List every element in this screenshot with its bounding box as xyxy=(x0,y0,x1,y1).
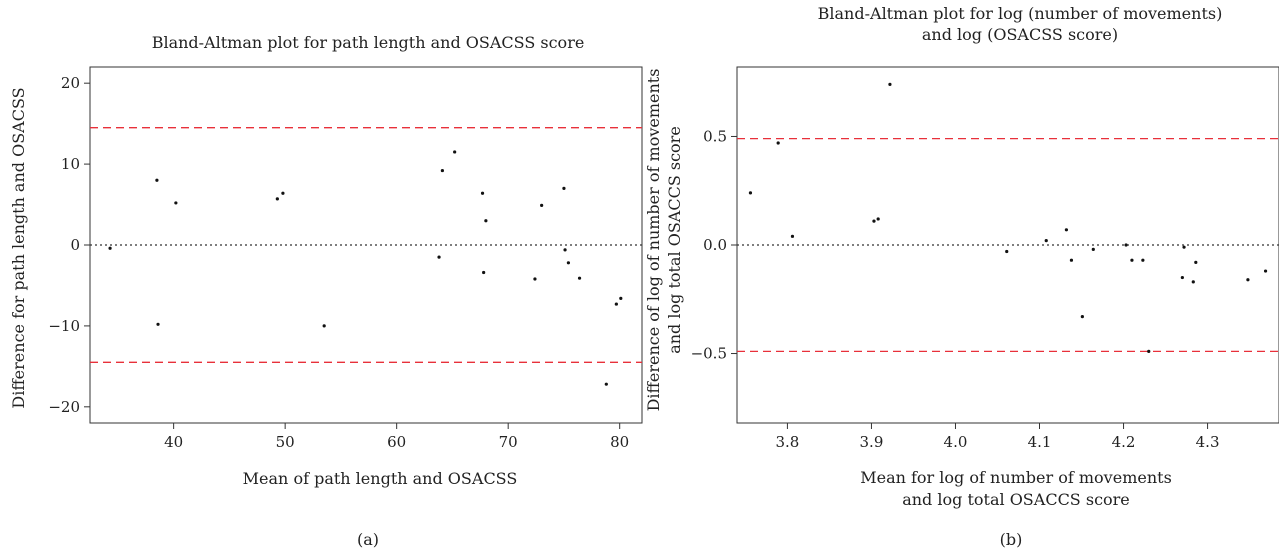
chart-a-data-point xyxy=(604,382,608,386)
chart-a-data-point xyxy=(480,191,485,195)
chart-b-xtick-label: 4.2 xyxy=(1112,433,1136,451)
chart-b-xlabel-line-2: and log total OSACCS score xyxy=(902,490,1130,509)
chart-b-data-point xyxy=(1091,247,1095,251)
chart-a-data-point xyxy=(619,296,623,300)
chart-b-data-point xyxy=(790,234,795,238)
chart-a-data-point xyxy=(482,270,486,275)
chart-b-title-line-2: and log (OSACSS score) xyxy=(922,25,1118,44)
chart-b-data-point xyxy=(1141,258,1145,262)
chart-a-xtick-label: 80 xyxy=(610,433,629,451)
chart-a-ytick-label: −10 xyxy=(48,317,80,335)
chart-b-xtick-label: 4.1 xyxy=(1028,433,1052,451)
chart-a-ytick-label: 0 xyxy=(70,236,80,254)
chart-b-xtick-label: 4.3 xyxy=(1196,433,1220,451)
chart-a-data-point xyxy=(440,168,444,173)
chart-a-data-point xyxy=(275,197,279,201)
chart-b-data-point xyxy=(1130,258,1134,262)
chart-b-xlabel-line-1: Mean for log of number of movements xyxy=(860,468,1172,487)
chart-b-ytick-label: −0.5 xyxy=(691,345,727,363)
chart-a-data-point xyxy=(155,178,159,182)
chart-a-data-point xyxy=(614,302,618,306)
chart-a-ytick-label: 10 xyxy=(61,155,80,173)
panel-label-b: (b) xyxy=(1000,530,1023,549)
chart-a-data-point xyxy=(108,246,112,250)
chart-b-data-point xyxy=(1194,260,1198,264)
chart-b-data-point xyxy=(1080,315,1084,319)
chart-b-data-point xyxy=(1005,249,1009,254)
chart-a-data-point xyxy=(453,150,457,154)
chart-a-ytick-label: −20 xyxy=(48,398,80,416)
chart-a-data-point xyxy=(562,186,566,190)
chart-b-data-point xyxy=(1191,280,1195,284)
chart-b-data-point xyxy=(1182,245,1186,249)
chart-b-data-point xyxy=(1263,269,1268,273)
chart-b-data-point xyxy=(1246,278,1250,282)
chart-a-data-point xyxy=(281,191,285,195)
chart-b-data-point xyxy=(748,191,753,195)
chart-b-ytick-label: 0.0 xyxy=(703,236,727,254)
chart-b-title-line-1: Bland-Altman plot for log (number of mov… xyxy=(818,4,1223,23)
chart-a-xlabel: Mean of path length and OSACSS xyxy=(243,469,518,488)
chart-b-data-point xyxy=(1180,275,1184,280)
chart-a-xtick-label: 40 xyxy=(164,433,183,451)
chart-b-data-point xyxy=(888,82,892,86)
chart-a-data-point xyxy=(322,324,326,328)
chart-a: Bland-Altman plot for path length and OS… xyxy=(9,33,643,549)
chart-b-data-point xyxy=(1069,258,1074,262)
chart-a-data-point xyxy=(437,255,441,259)
chart-a-xtick-label: 60 xyxy=(387,433,406,451)
chart-a-data-point xyxy=(533,277,537,281)
chart-a-data-point xyxy=(484,219,488,223)
chart-a-data-point xyxy=(577,276,582,280)
chart-b-data-point xyxy=(872,219,876,223)
chart-b-data-point xyxy=(876,217,880,221)
chart-b-ylabel-line-2: and log total OSACCS score xyxy=(665,126,684,354)
chart-b-xtick-label: 4.0 xyxy=(944,433,968,451)
chart-a-xtick-label: 70 xyxy=(499,433,518,451)
chart-a-data-point xyxy=(540,203,544,207)
chart-b-data-point xyxy=(1044,239,1048,243)
chart-b-ylabel-line-1: Difference of log of number of movements xyxy=(644,69,663,412)
chart-b: Bland-Altman plot for log (number of mov… xyxy=(644,4,1279,549)
chart-a-title: Bland-Altman plot for path length and OS… xyxy=(152,33,585,52)
chart-a-data-point xyxy=(563,248,567,252)
chart-b-data-point xyxy=(1064,228,1069,232)
chart-a-xtick-label: 50 xyxy=(276,433,295,451)
chart-b-data-point xyxy=(1124,243,1128,247)
chart-a-data-point xyxy=(566,261,571,265)
chart-b-ytick-label: 0.5 xyxy=(703,127,727,145)
chart-a-ylabel: Difference for path length and OSACSS xyxy=(9,87,28,408)
chart-a-data-point xyxy=(174,201,178,205)
chart-a-data-point xyxy=(156,322,160,326)
chart-a-ytick-label: 20 xyxy=(61,74,80,92)
chart-b-xtick-label: 3.9 xyxy=(860,433,884,451)
chart-b-data-point xyxy=(1147,349,1151,353)
panel-label-a: (a) xyxy=(357,530,379,549)
chart-b-xtick-label: 3.8 xyxy=(775,433,799,451)
chart-b-data-point xyxy=(776,141,780,145)
